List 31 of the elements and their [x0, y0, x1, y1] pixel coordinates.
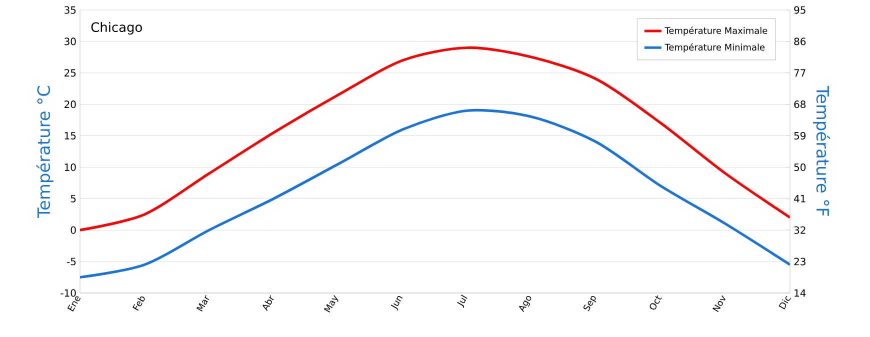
line-series: [80, 108, 790, 279]
legend-label: Température Maximale: [664, 26, 768, 36]
y2-tick-label: 59: [794, 132, 806, 140]
y-tick-label: 15: [64, 132, 76, 140]
y2-tick-label: 23: [794, 258, 806, 266]
y2-axis-title: Température °F: [813, 86, 830, 216]
y-tick-label: 30: [64, 38, 76, 46]
x-tick-label: Jun: [390, 296, 403, 311]
y2-tick-label: 95: [794, 6, 806, 14]
x-tick-label: Feb: [132, 296, 145, 311]
y2-tick-label: 41: [794, 195, 806, 202]
y2-tick-label: 32: [794, 226, 806, 234]
y-tick-label: 0: [70, 226, 76, 234]
text: Chicago: [91, 22, 142, 35]
legend-label: Température Minimale: [664, 43, 765, 52]
y-tick-label: -5: [67, 258, 76, 266]
x-tick-label: Oct: [650, 295, 662, 310]
y-tick-label: -10: [60, 289, 76, 297]
x-tick-label: Jul: [457, 294, 468, 308]
x-tick-label: Dic: [778, 296, 791, 310]
y-axis-title: Température °C: [36, 86, 54, 218]
y2-tick-label: 77: [794, 69, 806, 77]
y-tick-label: 10: [64, 163, 76, 171]
y-tick-label: 20: [64, 100, 76, 108]
y-tick-label: 25: [64, 69, 76, 77]
y-tick-label: 35: [64, 6, 76, 14]
y2-tick-label: 68: [794, 100, 806, 108]
y-tick-label: 5: [70, 194, 76, 202]
y2-tick-label: 86: [794, 38, 806, 46]
y2-tick-label: 14: [794, 289, 806, 297]
y2-tick-label: 50: [794, 163, 806, 171]
